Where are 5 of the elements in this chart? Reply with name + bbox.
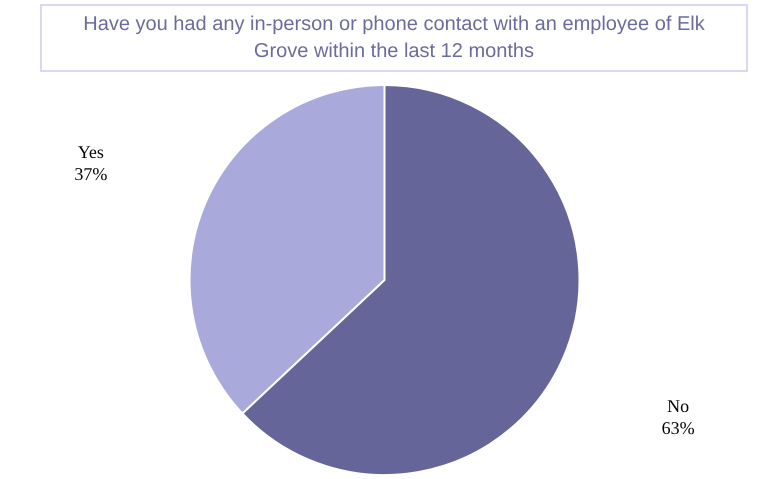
- data-label: 63%: [662, 418, 695, 438]
- slice-label: No: [667, 396, 690, 416]
- data-label: 37%: [74, 164, 108, 184]
- slice-label: Yes: [78, 142, 104, 162]
- chart-title: Have you had any in-person or phone contact with an employee of Elk Grove within the last 12 months: [40, 4, 748, 72]
